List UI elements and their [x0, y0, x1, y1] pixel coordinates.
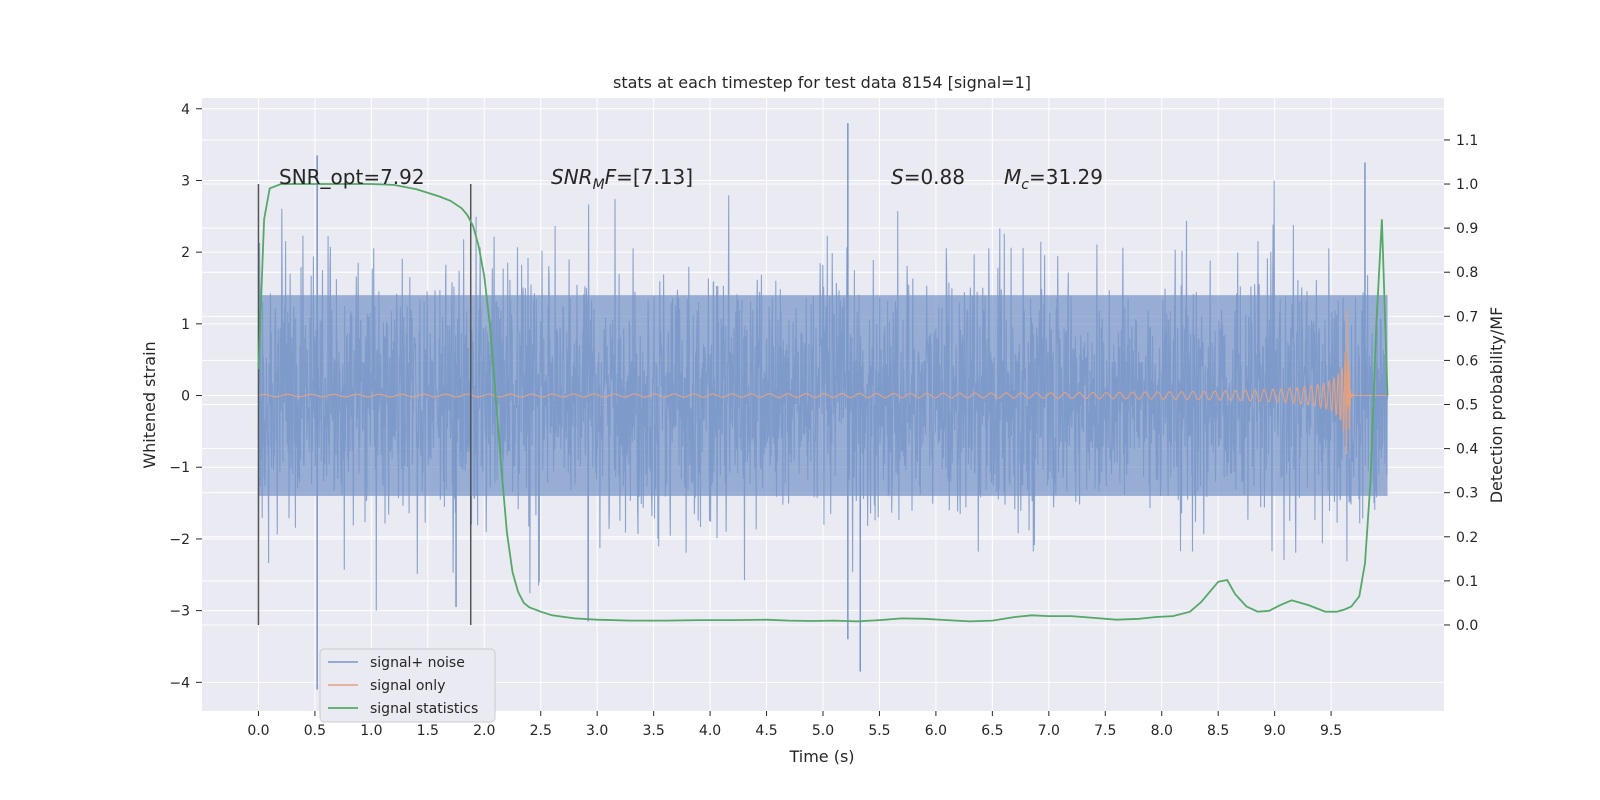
- x-tick-label: 2.5: [530, 723, 552, 739]
- x-tick-label: 9.0: [1264, 723, 1286, 739]
- y-tick-label-left: 4: [181, 102, 190, 118]
- x-tick-label: 7.0: [1038, 723, 1060, 739]
- x-tick-label: 1.0: [360, 723, 382, 739]
- x-tick-label: 8.5: [1207, 723, 1229, 739]
- signal-only-trace: [258, 309, 1388, 455]
- y-tick-label-right: 0.7: [1456, 309, 1478, 325]
- legend-label-signal-statistics: signal statistics: [370, 701, 478, 717]
- y-tick-label-right: 0.4: [1456, 442, 1478, 458]
- x-axis-label: Time (s): [788, 747, 854, 766]
- y-tick-label-right: 0.2: [1456, 530, 1478, 546]
- y-tick-label-right: 0.5: [1456, 398, 1478, 414]
- signal-noise-series: [257, 123, 1389, 690]
- y-tick-label-right: 0.9: [1456, 221, 1478, 237]
- x-tick-label: 8.0: [1151, 723, 1173, 739]
- annotation-snr-opt: SNR_opt=7.92: [279, 165, 425, 189]
- y-tick-label-left: 0: [181, 389, 190, 405]
- y-tick-label-left: −4: [169, 675, 190, 691]
- annotation-mc-value: Mc=31.29: [1004, 165, 1103, 193]
- x-tick-label: 4.5: [755, 723, 777, 739]
- y-axis-label-left: Whitened strain: [140, 341, 159, 468]
- signal-statistics-series: [257, 183, 1389, 623]
- x-tick-label: 2.0: [473, 723, 495, 739]
- legend-label-signal-only: signal only: [370, 678, 445, 694]
- legend: signal+ noise signal only signal statist…: [319, 648, 496, 723]
- y-tick-label-left: 3: [181, 173, 190, 189]
- y-tick-label-left: −3: [169, 604, 190, 620]
- x-tick-label: 3.0: [586, 723, 608, 739]
- signal-only-series: [258, 309, 1388, 455]
- x-tick-label: 6.0: [925, 723, 947, 739]
- y-tick-label-right: 0.3: [1456, 486, 1478, 502]
- vertical-markers: [257, 184, 472, 625]
- noise-trace: [257, 180, 1389, 611]
- legend-label-signal-noise: signal+ noise: [370, 655, 465, 671]
- y-tick-label-left: 1: [181, 317, 190, 333]
- x-tick-label: 1.5: [417, 723, 439, 739]
- legend-box: [319, 648, 496, 723]
- y-tick-label-right: 0.6: [1456, 353, 1478, 369]
- y-axis-label-right: Detection probability/MF: [1487, 307, 1506, 504]
- annotation-snr-mf: SNRMF=[7.13]: [551, 165, 693, 193]
- chart-title: stats at each timestep for test data 815…: [613, 73, 1031, 92]
- x-tick-label: 5.0: [812, 723, 834, 739]
- y-tick-label-right: 1.1: [1456, 133, 1478, 149]
- x-tick-label: 3.5: [643, 723, 665, 739]
- y-tick-label-right: 0.1: [1456, 574, 1478, 590]
- x-tick-label: 7.5: [1094, 723, 1116, 739]
- annotation-s-value: S=0.88: [891, 165, 965, 189]
- y-tick-label-right: 0.0: [1456, 618, 1478, 634]
- x-tick-label: 4.0: [699, 723, 721, 739]
- y-tick-label-left: 2: [181, 245, 190, 261]
- y-tick-label-right: 1.0: [1456, 177, 1478, 193]
- x-tick-label: 0.5: [304, 723, 326, 739]
- axis-ticks: 0.0 0.5 1.0 1.5 2.0 2.5 3.0 3.5 4.0 4.5 5.0 5.5 6.0 6…: [169, 102, 1478, 739]
- y-tick-label-left: −2: [169, 532, 190, 548]
- y-tick-label-right: 0.8: [1456, 265, 1478, 281]
- x-tick-label: 6.5: [981, 723, 1003, 739]
- x-tick-label: 9.5: [1320, 723, 1342, 739]
- x-tick-label: 5.5: [868, 723, 890, 739]
- x-tick-label: 0.0: [247, 723, 269, 739]
- y-tick-label-left: −1: [169, 460, 190, 476]
